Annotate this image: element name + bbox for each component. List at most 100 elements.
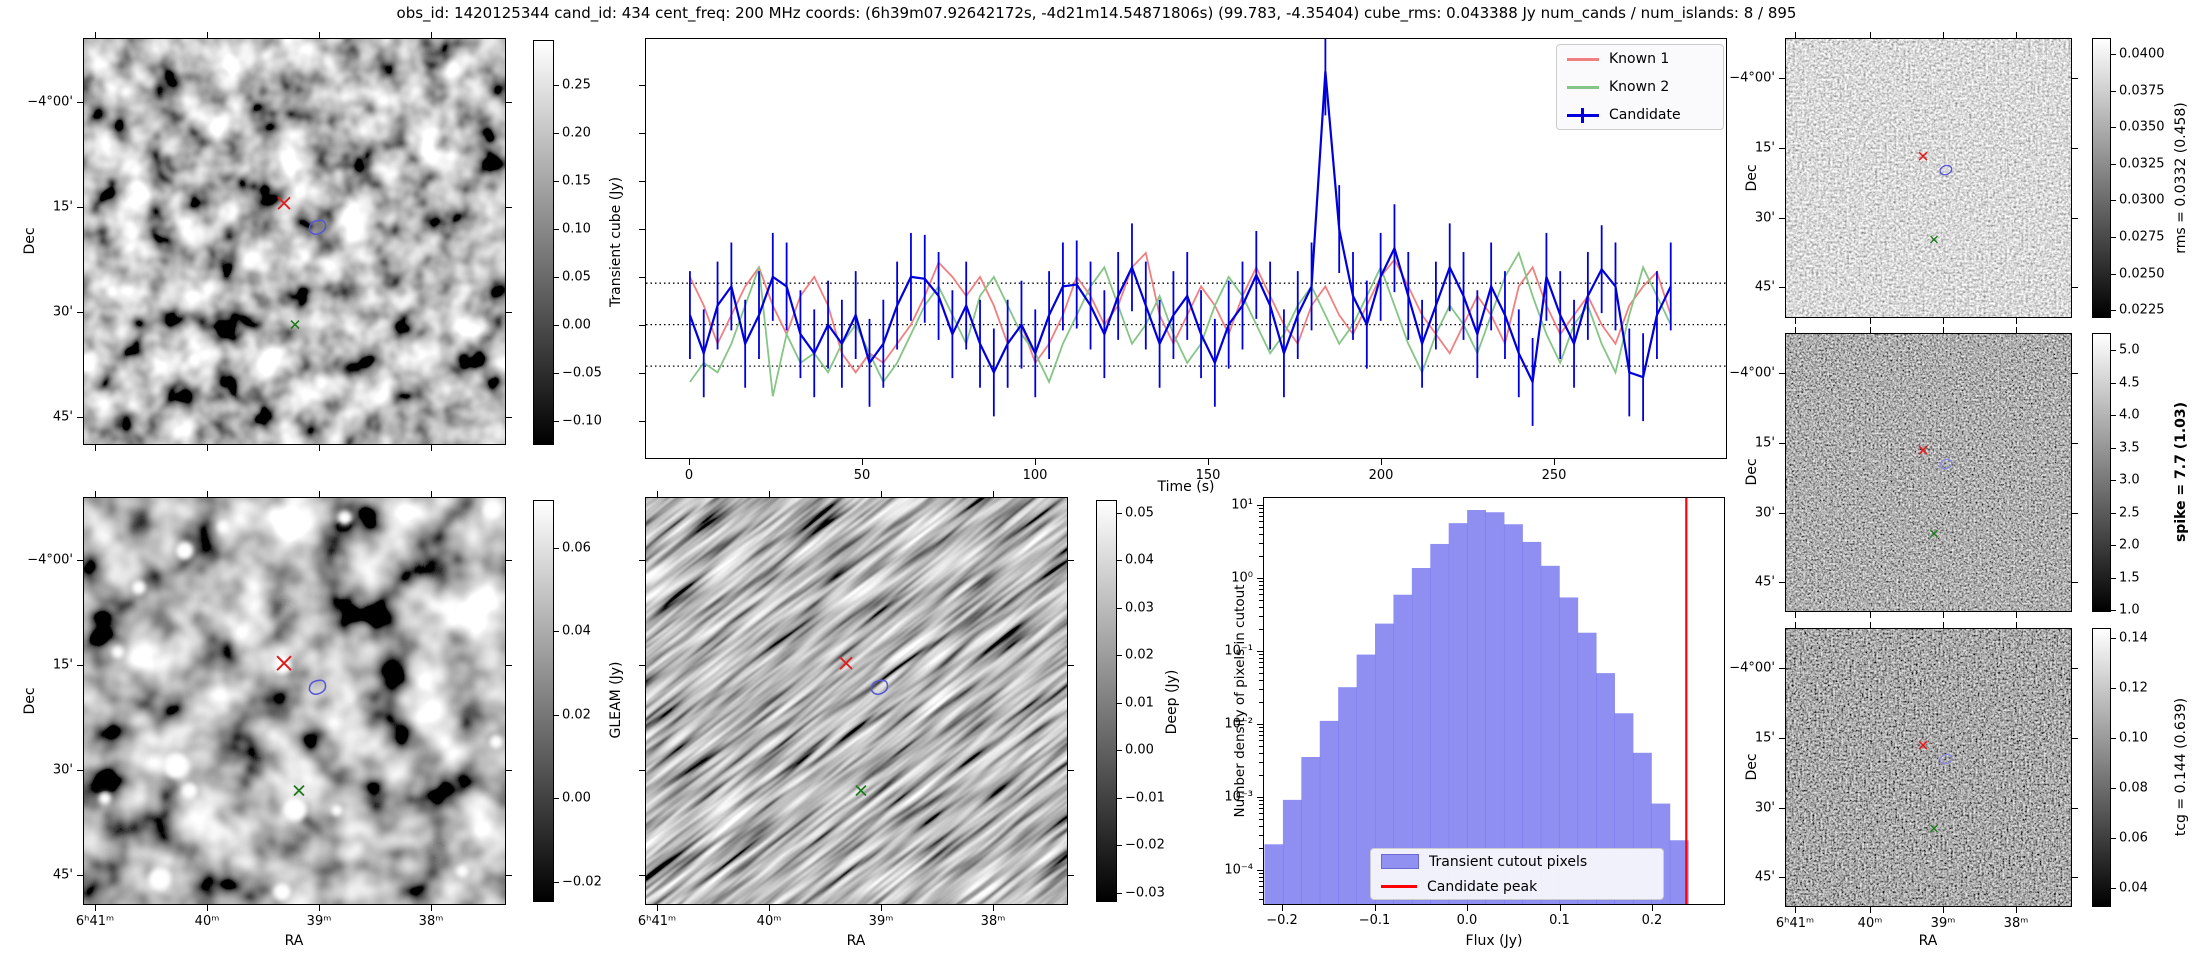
legend-row-known2: Known 2 xyxy=(1557,73,1723,101)
candidate-contour-marker xyxy=(1939,458,1953,470)
tick-mark xyxy=(2072,738,2078,739)
tick-mark xyxy=(1374,905,1376,911)
minor-tick-mark xyxy=(1259,689,1263,691)
minor-tick-mark xyxy=(1259,658,1263,660)
transient-colorbar xyxy=(533,40,554,445)
tick-mark xyxy=(77,770,83,771)
flux-tick-label: 0.2 xyxy=(1641,913,1663,928)
tick-mark xyxy=(2111,788,2116,789)
minor-tick-mark xyxy=(1259,775,1263,777)
minor-tick-mark xyxy=(1259,589,1263,591)
dec-axis-label: Dec xyxy=(1744,753,1760,781)
tick-mark xyxy=(1117,750,1122,751)
density-tick-label: 10⁻² xyxy=(1224,716,1253,732)
series-line-known-2 xyxy=(689,250,1672,397)
histogram-panel xyxy=(1263,497,1725,905)
dec-tick-label: 30' xyxy=(52,304,73,320)
density-tick-label: 10⁻³ xyxy=(1224,789,1253,805)
tick-mark xyxy=(639,770,645,771)
tick-mark xyxy=(1117,560,1122,561)
deep-colorbar-label: Deep (Jy) xyxy=(1164,669,1180,735)
known-source-x-marker xyxy=(276,655,292,671)
tick-mark xyxy=(2111,237,2116,238)
rms-colorbar-tick-label: 0.0325 xyxy=(2119,156,2165,172)
deep-colorbar-tick-label: 0.05 xyxy=(1125,505,1154,521)
tick-mark xyxy=(2016,622,2017,628)
tick-mark xyxy=(554,229,559,230)
dec-tick-label: 15' xyxy=(52,657,73,673)
histogram-legend: Transient cutout pixels Candidate peak xyxy=(1370,848,1664,900)
spike-colorbar-tick-label: 1.5 xyxy=(2119,570,2140,586)
minor-tick-mark xyxy=(1259,731,1263,733)
tick-mark xyxy=(2072,808,2078,809)
tick-mark xyxy=(1652,905,1653,911)
tick-mark xyxy=(1779,218,1785,219)
tick-mark xyxy=(2072,582,2078,583)
histogram-bar xyxy=(1485,512,1505,904)
time-axis-label: Time (s) xyxy=(1157,479,1215,495)
minor-tick-mark xyxy=(1259,508,1263,510)
minor-tick-mark xyxy=(1259,585,1263,587)
time-tick-label: 100 xyxy=(1022,468,1048,483)
spike-colorbar-label: spike = 7.7 (1.03) xyxy=(2173,401,2189,543)
tick-mark xyxy=(2111,200,2116,201)
histogram-bar xyxy=(1669,840,1689,904)
gleam-colorbar-tick-label: 0.04 xyxy=(562,623,591,639)
tick-mark xyxy=(689,459,690,465)
tick-mark xyxy=(77,560,83,561)
legend-label: Candidate peak xyxy=(1427,878,1538,895)
spike-map-panel xyxy=(1785,333,2072,612)
tick-mark xyxy=(1257,505,1263,506)
tick-mark xyxy=(769,905,770,911)
minor-tick-mark xyxy=(1259,680,1263,682)
tick-mark xyxy=(1779,582,1785,583)
histogram-bar xyxy=(1522,541,1542,904)
minor-tick-mark xyxy=(1259,616,1263,618)
minor-tick-mark xyxy=(1259,581,1263,583)
tick-mark xyxy=(554,277,559,278)
minor-tick-mark xyxy=(1259,702,1263,704)
tick-mark xyxy=(1779,877,1785,878)
tick-mark xyxy=(1035,459,1036,465)
tick-mark xyxy=(506,665,512,666)
spike-colorbar-tick-label: 2.0 xyxy=(2119,537,2140,553)
tick-mark xyxy=(431,445,432,451)
tick-mark xyxy=(2111,127,2116,128)
tick-mark xyxy=(2111,513,2116,514)
rms-map-panel xyxy=(1785,38,2072,318)
tick-mark xyxy=(77,417,83,418)
dec-tick-label: −4°00' xyxy=(1729,70,1775,86)
histogram-y-axis-label: Number density of pixels in cutout xyxy=(1232,584,1248,818)
tick-mark xyxy=(1795,327,1796,333)
candidate-contour-marker xyxy=(308,679,327,695)
tick-mark xyxy=(2111,415,2116,416)
tick-mark xyxy=(554,373,559,374)
tick-mark xyxy=(506,560,512,561)
tick-mark xyxy=(1381,459,1382,465)
minor-tick-mark xyxy=(1259,594,1263,596)
transient-colorbar-tick-label: 0.25 xyxy=(562,77,591,93)
minor-tick-mark xyxy=(1259,891,1263,893)
tick-mark xyxy=(1117,845,1122,846)
tick-mark xyxy=(431,905,432,911)
transient-cube-panel xyxy=(83,38,506,445)
deep-colorbar-tick-label: −0.02 xyxy=(1125,837,1165,853)
dec-axis-label: Dec xyxy=(1744,458,1760,486)
tick-mark xyxy=(1943,318,1944,324)
tick-mark xyxy=(993,905,994,911)
tick-mark xyxy=(1795,32,1796,38)
time-tick-label: 150 xyxy=(1195,468,1221,483)
dec-tick-label: −4°00' xyxy=(27,94,73,110)
tick-mark xyxy=(1870,327,1871,333)
known2-x-marker xyxy=(1929,235,1938,244)
minor-tick-mark xyxy=(1259,672,1263,674)
minor-tick-mark xyxy=(1259,848,1263,850)
histogram-bar xyxy=(1540,565,1560,904)
rms-colorbar xyxy=(2092,38,2111,318)
tick-mark xyxy=(506,875,512,876)
dec-axis-label: Dec xyxy=(22,687,38,715)
tick-mark xyxy=(1870,907,1871,913)
tick-mark xyxy=(1779,443,1785,444)
lightcurve-plot xyxy=(646,39,1726,426)
rms-colorbar-tick-label: 0.0375 xyxy=(2119,83,2165,99)
